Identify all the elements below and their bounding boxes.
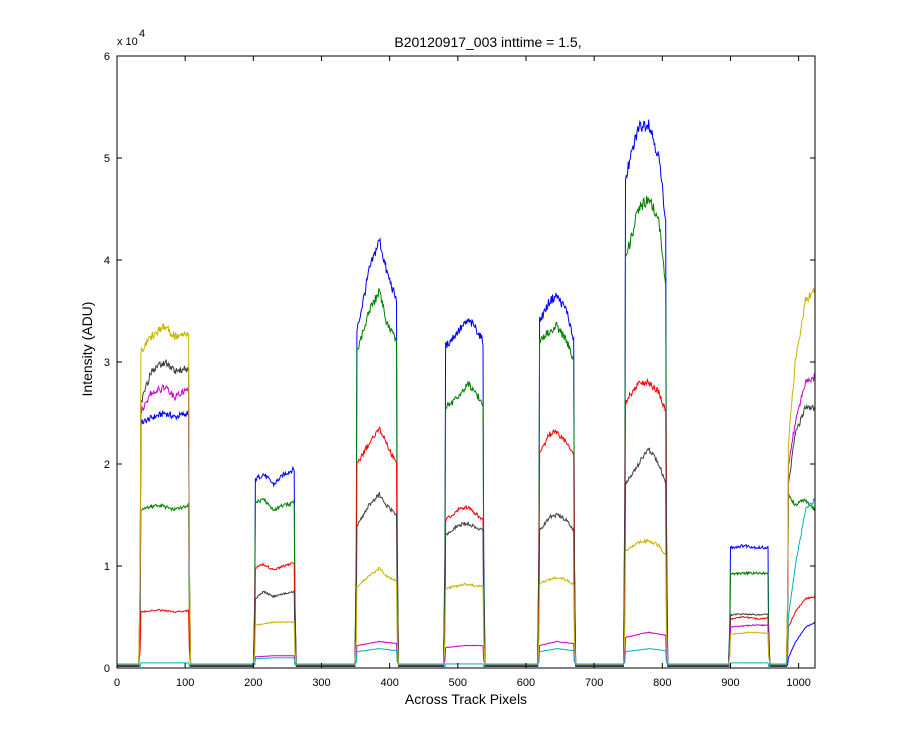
series-line-1 xyxy=(117,119,816,667)
series-layer xyxy=(117,119,816,668)
chart-title: B20120917_003 inttime = 1.5, xyxy=(394,34,581,50)
series-line-4 xyxy=(117,359,815,666)
x-tick-label: 700 xyxy=(585,677,603,689)
series-line-7 xyxy=(117,498,816,668)
y-multiplier-exponent: 4 xyxy=(139,28,145,40)
y-multiplier: x 10 xyxy=(117,36,138,48)
y-tick-label: 1 xyxy=(104,561,110,573)
y-tick-label: 4 xyxy=(104,255,110,267)
x-axis-label: Across Track Pixels xyxy=(405,691,527,707)
y-tick-label: 0 xyxy=(104,663,110,675)
y-tick-label: 6 xyxy=(104,51,110,63)
ticks-layer: 0 100 200 300 400 500 600 700 800 900 1000 0 1 2 3 4 5 6 xyxy=(104,51,815,689)
x-tick-label: 200 xyxy=(244,677,262,689)
x-tick-label: 800 xyxy=(653,677,671,689)
x-tick-label: 100 xyxy=(176,677,194,689)
x-tick-label: 900 xyxy=(721,677,739,689)
y-tick-label: 3 xyxy=(104,357,110,369)
x-tick-label: 0 xyxy=(114,677,120,689)
x-tick-label: 500 xyxy=(449,677,467,689)
series-line-2 xyxy=(117,195,816,667)
series-line-6 xyxy=(117,288,816,665)
plot-area xyxy=(116,55,816,669)
y-tick-label: 2 xyxy=(104,459,110,471)
y-axis-label: Intensity (ADU) xyxy=(79,302,95,397)
y-tick-label: 5 xyxy=(104,153,110,165)
plot-frame xyxy=(116,55,816,669)
series-line-5 xyxy=(117,372,816,666)
x-tick-label: 600 xyxy=(517,677,535,689)
series-line-3 xyxy=(117,377,816,667)
x-tick-label: 1000 xyxy=(786,677,810,689)
x-tick-label: 300 xyxy=(312,677,330,689)
x-tick-label: 400 xyxy=(380,677,398,689)
